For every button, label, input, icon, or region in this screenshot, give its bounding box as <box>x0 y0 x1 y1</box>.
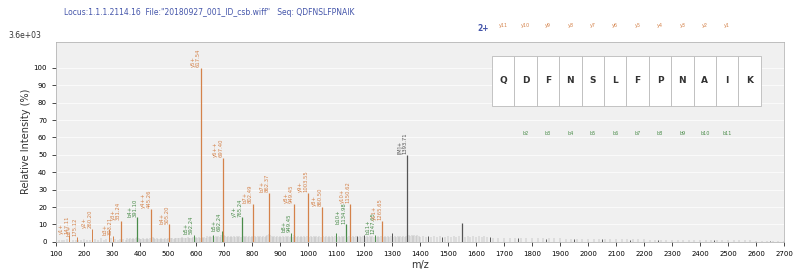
Text: D: D <box>522 76 530 85</box>
Text: y4: y4 <box>657 23 663 28</box>
Text: F: F <box>634 76 641 85</box>
Text: y9: y9 <box>545 23 551 28</box>
Text: L: L <box>612 76 618 85</box>
Text: b5: b5 <box>590 131 596 136</box>
Text: N: N <box>566 76 574 85</box>
Text: y10: y10 <box>521 23 530 28</box>
Text: y10+
1150.62: y10+ 1150.62 <box>340 181 350 203</box>
Text: y6++
697.40: y6++ 697.40 <box>213 139 223 157</box>
Text: b8+
949.45: b8+ 949.45 <box>281 214 291 232</box>
Text: y8+
860.50: y8+ 860.50 <box>312 188 322 206</box>
Text: 3.6e+03: 3.6e+03 <box>9 31 42 40</box>
Text: P: P <box>657 76 663 85</box>
Text: b6: b6 <box>612 131 618 136</box>
Text: b7: b7 <box>634 131 641 136</box>
Text: y1+
147.11: y1+ 147.11 <box>59 215 70 234</box>
Text: y6: y6 <box>612 23 618 28</box>
X-axis label: m/z: m/z <box>411 260 429 270</box>
Text: y1: y1 <box>724 23 730 28</box>
Text: y11: y11 <box>498 23 508 28</box>
Text: y9+
1003.55: y9+ 1003.55 <box>298 170 308 192</box>
Text: y2+
260.20: y2+ 260.20 <box>82 209 93 228</box>
Text: b11: b11 <box>722 131 732 136</box>
Text: 2+: 2+ <box>478 24 489 33</box>
Text: y7: y7 <box>590 23 596 28</box>
Text: b4+
391.10: b4+ 391.10 <box>127 198 138 217</box>
Text: A: A <box>702 76 708 85</box>
Text: [M]+
1393.71: [M]+ 1393.71 <box>398 132 408 154</box>
Text: b7+
802.49: b7+ 802.49 <box>242 184 253 203</box>
Text: y3: y3 <box>679 23 686 28</box>
Text: y3+
331.24: y3+ 331.24 <box>110 202 121 220</box>
Text: b2+
175.12: b2+ 175.12 <box>67 217 78 236</box>
Text: b2: b2 <box>522 131 529 136</box>
Text: b4: b4 <box>567 131 574 136</box>
Text: y4++
445.26: y4++ 445.26 <box>141 189 151 208</box>
Text: b4+
505.20: b4+ 505.20 <box>159 205 170 224</box>
Text: b9: b9 <box>679 131 686 136</box>
Text: y7+
765.24: y7+ 765.24 <box>232 198 242 217</box>
Text: y8: y8 <box>567 23 574 28</box>
Text: S: S <box>590 76 596 85</box>
Text: y2: y2 <box>702 23 708 28</box>
Text: F: F <box>545 76 551 85</box>
Text: b8: b8 <box>657 131 663 136</box>
Text: b5+
592.24: b5+ 592.24 <box>184 215 194 234</box>
Text: b3+
303.21: b3+ 303.21 <box>102 217 113 235</box>
Y-axis label: Relative Intensity (%): Relative Intensity (%) <box>21 89 30 195</box>
Text: b11+
1247.65: b11+ 1247.65 <box>366 212 376 234</box>
Text: Q: Q <box>499 76 507 85</box>
Text: N: N <box>678 76 686 85</box>
Text: y11+
1265.65: y11+ 1265.65 <box>372 198 382 220</box>
Text: b7+
862.37: b7+ 862.37 <box>259 174 270 192</box>
Text: y5+
617.54: y5+ 617.54 <box>190 48 201 67</box>
Text: Locus:1.1.1.2114.16  File:"20180927_001_ID_csb.wiff"   Seq: QDFNSLFPNAIK: Locus:1.1.1.2114.16 File:"20180927_001_I… <box>64 8 354 17</box>
Text: I: I <box>726 76 729 85</box>
Text: b5+
692.24: b5+ 692.24 <box>212 212 222 230</box>
Text: K: K <box>746 76 753 85</box>
Text: b10: b10 <box>700 131 710 136</box>
Text: y8+
949.45: y8+ 949.45 <box>284 184 294 203</box>
Text: y5: y5 <box>634 23 641 28</box>
Text: b10+
1134.98: b10+ 1134.98 <box>336 202 346 224</box>
Text: b3: b3 <box>545 131 551 136</box>
